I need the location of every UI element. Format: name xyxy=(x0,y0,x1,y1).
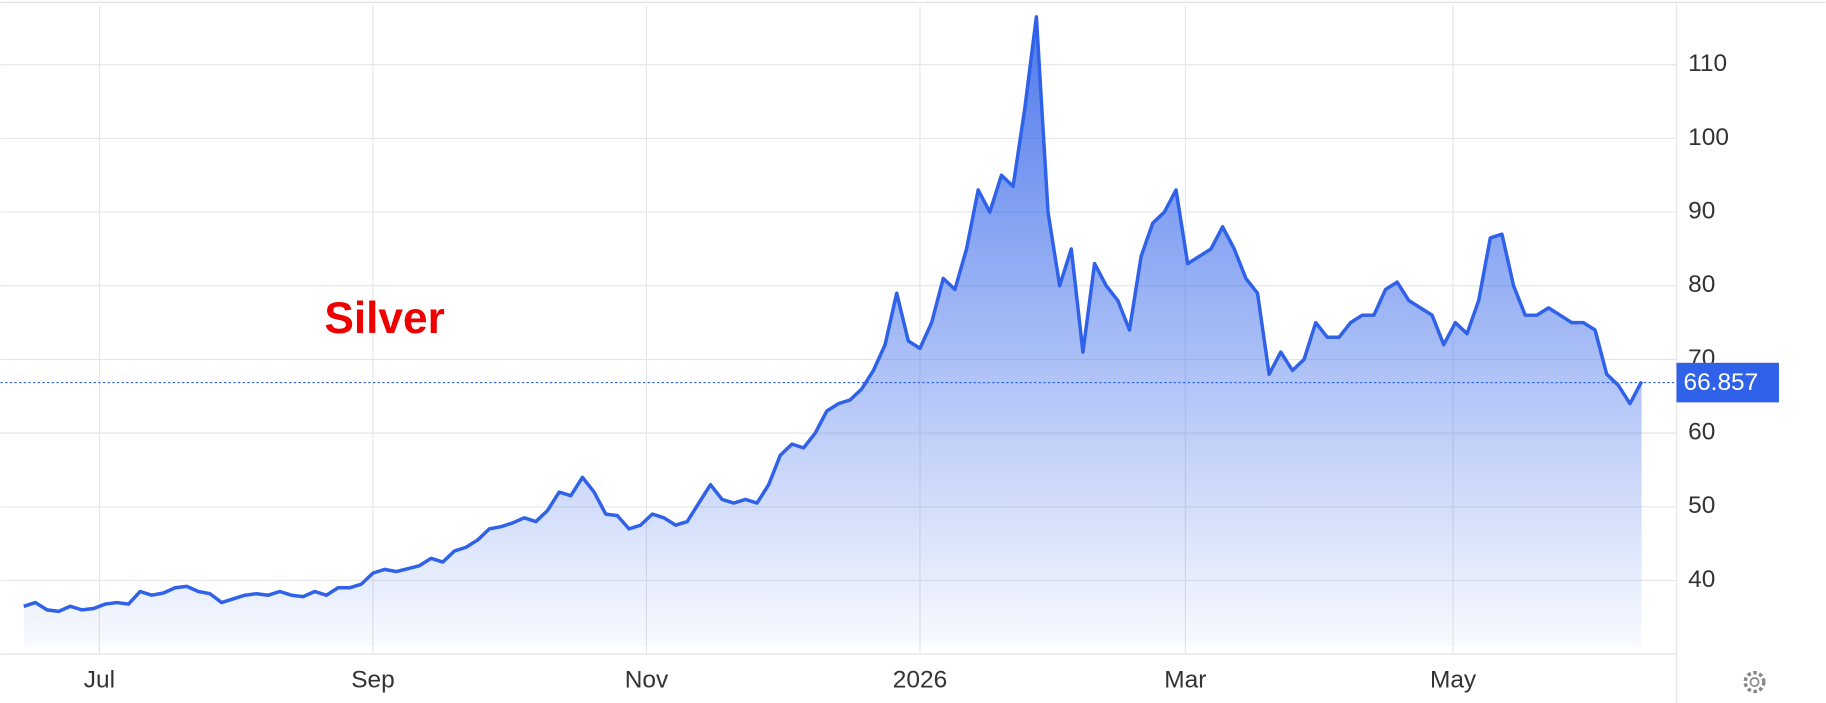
y-tick-label: 90 xyxy=(1688,198,1715,225)
y-tick-label: 100 xyxy=(1688,124,1729,151)
price-line xyxy=(23,15,1644,614)
y-tick-label: 80 xyxy=(1688,271,1715,298)
settings-icon[interactable] xyxy=(1743,670,1766,694)
x-tick-label: 2026 xyxy=(893,666,947,693)
x-tick-label: Nov xyxy=(625,666,669,693)
last-value-label: 66.857 xyxy=(1684,369,1759,396)
y-tick-label: 60 xyxy=(1688,419,1715,446)
x-tick-label: Sep xyxy=(351,666,394,693)
last-value-box xyxy=(1676,362,1779,403)
y-tick-label: 110 xyxy=(1688,50,1727,77)
area-fill xyxy=(23,16,1642,646)
y-tick-label: 50 xyxy=(1688,492,1715,519)
chart-title: Silver xyxy=(324,294,444,343)
x-tick-label: Mar xyxy=(1164,666,1206,693)
y-tick-label: 40 xyxy=(1688,566,1715,593)
x-tick-label: May xyxy=(1430,666,1477,693)
x-tick-label: Jul xyxy=(84,666,115,693)
